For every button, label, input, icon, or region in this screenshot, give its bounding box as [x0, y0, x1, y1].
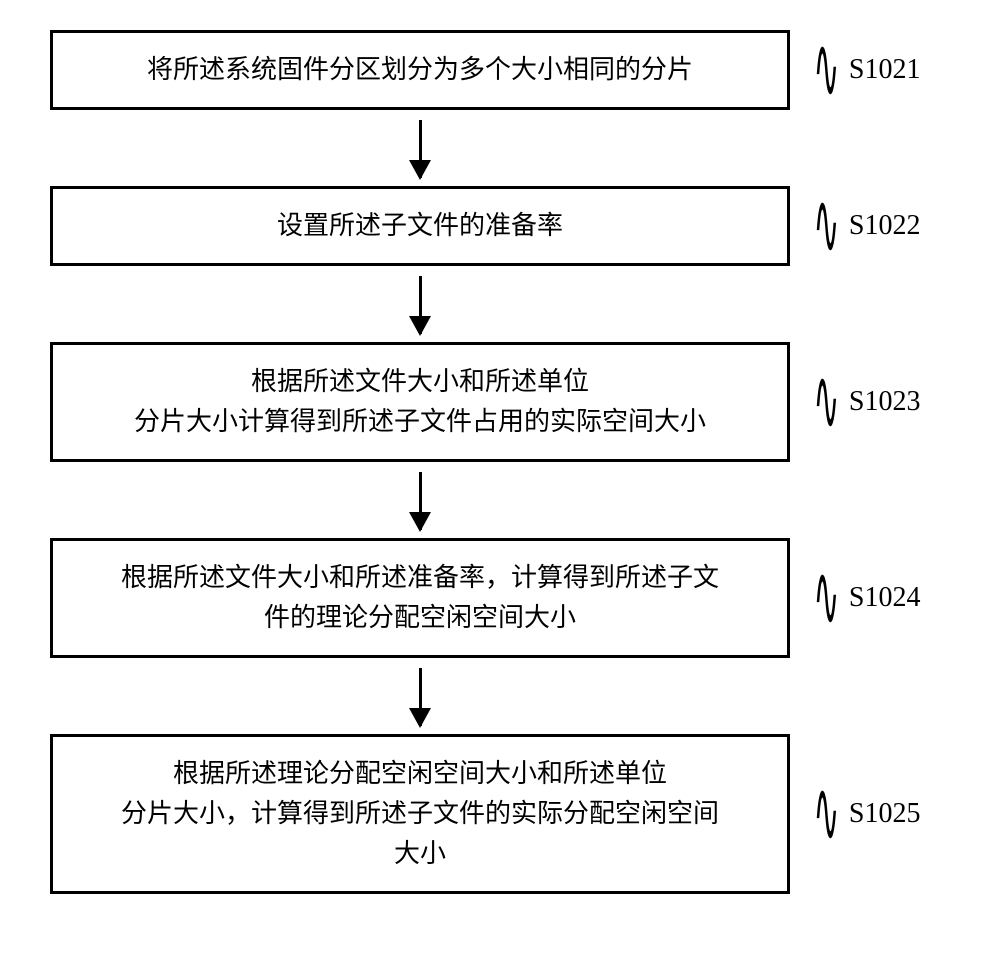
step-row-5: 根据所述理论分配空闲空间大小和所述单位分片大小，计算得到所述子文件的实际分配空闲…	[50, 734, 950, 894]
step-row-1: 将所述系统固件分区划分为多个大小相同的分片 ∿ S1021	[50, 30, 950, 110]
step-label-5: S1025	[849, 798, 921, 830]
arrow-wrap-3	[50, 462, 790, 538]
flowchart-container: 将所述系统固件分区划分为多个大小相同的分片 ∿ S1021 设置所述子文件的准备…	[50, 30, 950, 894]
connector-tilde-2: ∿	[814, 182, 840, 270]
step-label-wrap-5: ∿ S1025	[808, 792, 920, 836]
connector-tilde-5: ∿	[814, 770, 840, 858]
step-box-5: 根据所述理论分配空闲空间大小和所述单位分片大小，计算得到所述子文件的实际分配空闲…	[50, 734, 790, 894]
arrow-2	[419, 276, 422, 334]
arrow-1	[419, 120, 422, 178]
step-label-wrap-2: ∿ S1022	[808, 204, 920, 248]
step-text-5: 根据所述理论分配空闲空间大小和所述单位分片大小，计算得到所述子文件的实际分配空闲…	[121, 754, 719, 875]
connector-tilde-4: ∿	[814, 554, 840, 642]
step-label-wrap-1: ∿ S1021	[808, 48, 920, 92]
connector-tilde-3: ∿	[814, 358, 840, 446]
step-row-2: 设置所述子文件的准备率 ∿ S1022	[50, 186, 950, 266]
step-box-4: 根据所述文件大小和所述准备率，计算得到所述子文件的理论分配空闲空间大小	[50, 538, 790, 658]
step-label-wrap-4: ∿ S1024	[808, 576, 920, 620]
step-row-3: 根据所述文件大小和所述单位分片大小计算得到所述子文件占用的实际空间大小 ∿ S1…	[50, 342, 950, 462]
arrow-wrap-2	[50, 266, 790, 342]
step-text-4: 根据所述文件大小和所述准备率，计算得到所述子文件的理论分配空闲空间大小	[121, 558, 719, 639]
step-box-2: 设置所述子文件的准备率	[50, 186, 790, 266]
step-text-1: 将所述系统固件分区划分为多个大小相同的分片	[147, 50, 693, 90]
step-label-1: S1021	[849, 54, 921, 86]
arrow-wrap-1	[50, 110, 790, 186]
arrow-wrap-4	[50, 658, 790, 734]
step-label-4: S1024	[849, 582, 921, 614]
arrow-3	[419, 472, 422, 530]
connector-tilde-1: ∿	[814, 26, 840, 114]
arrow-4	[419, 668, 422, 726]
step-box-3: 根据所述文件大小和所述单位分片大小计算得到所述子文件占用的实际空间大小	[50, 342, 790, 462]
step-row-4: 根据所述文件大小和所述准备率，计算得到所述子文件的理论分配空闲空间大小 ∿ S1…	[50, 538, 950, 658]
step-label-wrap-3: ∿ S1023	[808, 380, 920, 424]
step-box-1: 将所述系统固件分区划分为多个大小相同的分片	[50, 30, 790, 110]
step-label-3: S1023	[849, 386, 921, 418]
step-text-2: 设置所述子文件的准备率	[277, 206, 563, 246]
step-label-2: S1022	[849, 210, 921, 242]
step-text-3: 根据所述文件大小和所述单位分片大小计算得到所述子文件占用的实际空间大小	[134, 362, 706, 443]
